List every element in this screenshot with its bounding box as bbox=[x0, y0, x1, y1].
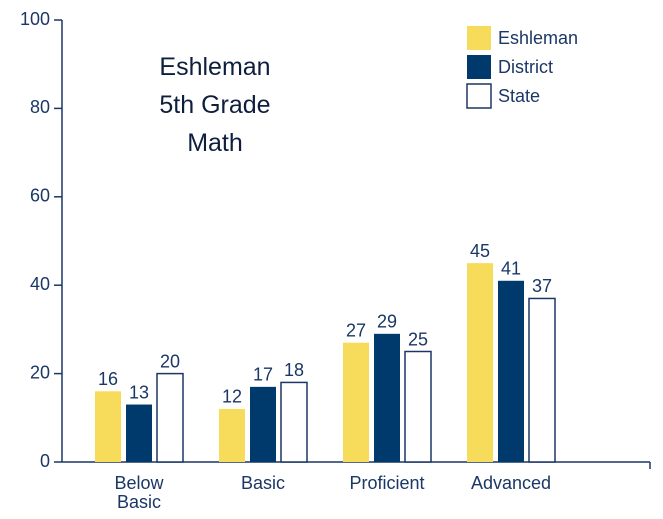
bar bbox=[528, 297, 556, 463]
data-label: 37 bbox=[532, 276, 552, 296]
bar bbox=[126, 404, 152, 462]
data-label: 45 bbox=[470, 241, 490, 261]
legend-swatch bbox=[467, 55, 491, 79]
x-tick-label: Proficient bbox=[349, 473, 425, 493]
data-label: 16 bbox=[98, 369, 118, 389]
legend-label: State bbox=[498, 86, 540, 106]
data-label: 27 bbox=[346, 320, 366, 340]
y-tick-label: 60 bbox=[30, 186, 50, 206]
y-tick-label: 40 bbox=[30, 274, 50, 294]
y-tick-label: 80 bbox=[30, 97, 50, 117]
bar bbox=[219, 408, 245, 462]
bar bbox=[250, 386, 276, 462]
y-tick-label: 20 bbox=[30, 362, 50, 382]
bar bbox=[156, 372, 184, 463]
bar bbox=[95, 391, 121, 462]
bar bbox=[374, 333, 400, 462]
bar bbox=[404, 350, 432, 463]
bar bbox=[280, 381, 308, 463]
bar bbox=[467, 263, 493, 462]
x-tick-label: Advanced bbox=[470, 473, 552, 493]
legend-label: District bbox=[498, 57, 553, 77]
bar bbox=[343, 342, 369, 462]
data-label: 18 bbox=[284, 360, 304, 380]
data-label: 12 bbox=[222, 387, 242, 407]
data-label: 13 bbox=[129, 382, 149, 402]
legend-swatch bbox=[466, 83, 492, 109]
data-label: 29 bbox=[377, 312, 397, 332]
x-tick-label: Below Basic bbox=[114, 473, 164, 512]
data-label: 17 bbox=[253, 365, 273, 385]
legend-swatch bbox=[467, 26, 491, 50]
bar bbox=[498, 280, 524, 462]
data-label: 20 bbox=[160, 351, 180, 371]
data-label: 25 bbox=[408, 329, 428, 349]
legend-label: Eshleman bbox=[498, 28, 578, 48]
data-label: 41 bbox=[501, 259, 521, 279]
y-tick-label: 100 bbox=[20, 9, 50, 29]
chart-title: Eshleman 5th Grade Math bbox=[159, 53, 271, 157]
x-tick-label: Basic bbox=[240, 473, 285, 493]
y-tick-label: 0 bbox=[40, 451, 50, 471]
